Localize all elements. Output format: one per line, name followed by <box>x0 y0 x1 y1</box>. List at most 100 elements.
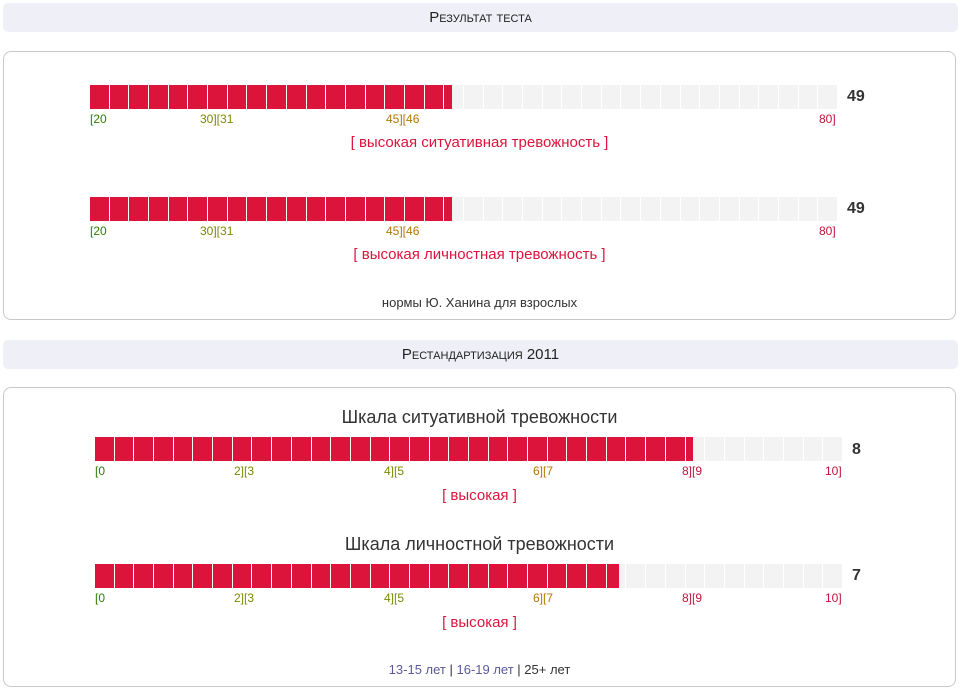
bar-segment-filled <box>345 85 366 109</box>
bar-segment-filled <box>95 437 115 461</box>
bar-segment-partial <box>685 437 694 461</box>
bar-segment-filled <box>409 437 430 461</box>
scale-bar-personal <box>95 564 843 588</box>
bar-segment-filled <box>626 437 647 461</box>
tick-label: 2][3 <box>234 464 255 478</box>
bar-segment-empty <box>759 85 779 109</box>
bar-segment-filled <box>114 564 135 588</box>
bar-segment-filled <box>134 437 155 461</box>
bar-segment-filled <box>331 437 351 461</box>
anxiety-bar-personal <box>90 197 838 221</box>
restandardization-card: Шкала ситуативной тревожности 8 [0 2][3 … <box>3 387 956 687</box>
bar-segment-filled <box>193 564 214 588</box>
bar-segment-filled <box>188 85 209 109</box>
bar-segment-filled <box>227 85 248 109</box>
bar-segment-filled <box>291 437 312 461</box>
bar-segment-empty <box>562 197 583 221</box>
test-result-card: 49 [20 30][31 45][46 80] [ высокая ситуа… <box>3 51 956 320</box>
tick-label: 6][7 <box>533 464 554 478</box>
tick-label: 30][31 <box>200 224 234 238</box>
bar-segment-filled <box>424 197 445 221</box>
bar-segment-filled <box>508 564 529 588</box>
bar-segment-empty <box>646 564 666 588</box>
bar-segment-empty <box>685 564 706 588</box>
bar-segment-filled <box>129 85 150 109</box>
bar-segment-empty <box>680 85 701 109</box>
tick-label: 80] <box>819 224 836 238</box>
tick-label: 80] <box>819 112 836 126</box>
age-group-16-19-link[interactable]: 16-19 лет <box>456 662 514 677</box>
bar-segment-empty <box>626 564 647 588</box>
bar-segment-empty <box>783 564 804 588</box>
bar-segment-empty <box>778 85 799 109</box>
bar-segment-empty <box>818 197 838 221</box>
bar-segment-filled <box>449 564 469 588</box>
bar-segment-filled <box>272 564 292 588</box>
bar-segment-empty <box>744 564 765 588</box>
tick-label: 2][3 <box>234 591 255 605</box>
bar-segment-filled <box>547 437 568 461</box>
bar-segment-filled <box>365 85 386 109</box>
tick-label: [0 <box>95 464 106 478</box>
bar-segment-partial <box>606 564 619 588</box>
bar-segment-empty <box>601 85 622 109</box>
scale-verdict-personal: [ высокая ] <box>442 614 517 631</box>
section-header-restandardization: Рестандартизация 2011 <box>3 340 958 369</box>
bar-segment-filled <box>424 85 445 109</box>
bar-segment-filled <box>247 197 268 221</box>
bar-segment-empty <box>764 564 784 588</box>
bar-segment-filled <box>208 85 228 109</box>
bar-segment-empty <box>744 437 765 461</box>
bar-segment-filled <box>370 564 391 588</box>
bar-segment-filled <box>149 197 169 221</box>
age-separator: | <box>445 662 457 677</box>
bar-segment-filled <box>488 564 509 588</box>
bar-segment-filled <box>129 197 150 221</box>
bar-segment-filled <box>385 197 405 221</box>
tick-label: 10] <box>825 464 842 478</box>
bar-segment-empty <box>503 197 524 221</box>
tick-label: [0 <box>95 591 106 605</box>
bar-segment-filled <box>547 564 568 588</box>
bar-segment-empty <box>823 564 843 588</box>
tick-label: 8][9 <box>682 591 703 605</box>
bar-segment-empty <box>621 85 642 109</box>
bar-segment-empty <box>582 197 602 221</box>
bar-segment-filled <box>665 437 686 461</box>
anxiety-bar-situational <box>90 85 838 109</box>
bar-segment-filled <box>154 564 174 588</box>
bar-segment-filled <box>252 437 273 461</box>
bar-segment-filled <box>350 437 371 461</box>
bar-segment-filled <box>247 85 268 109</box>
bar-segment-filled <box>267 197 287 221</box>
bar-segment-filled <box>404 85 425 109</box>
bar-segment-empty <box>823 437 843 461</box>
scale-verdict-situational: [ высокая ] <box>442 487 517 504</box>
scale-title-situational: Шкала ситуативной тревожности <box>341 407 618 427</box>
bar-segment-empty <box>523 197 543 221</box>
bar-segment-empty <box>523 85 543 109</box>
bar-segment-filled <box>469 437 489 461</box>
bar-segment-filled <box>208 197 228 221</box>
bar-segment-empty <box>464 85 484 109</box>
bar-segment-empty <box>719 85 740 109</box>
age-group-13-15-link[interactable]: 13-15 лет <box>388 662 446 677</box>
bar-segment-empty <box>660 197 681 221</box>
tick-label: 45][46 <box>386 224 420 238</box>
scale-title-personal: Шкала личностной тревожности <box>344 534 615 554</box>
bar-segment-empty <box>601 197 622 221</box>
tick-label: 8][9 <box>682 464 703 478</box>
bar-segment-empty <box>641 197 661 221</box>
tick-label: 45][46 <box>386 112 420 126</box>
bar-segment-filled <box>508 437 529 461</box>
bar-segment-filled <box>227 197 248 221</box>
bar-segment-filled <box>528 437 548 461</box>
bar-segment-empty <box>660 85 681 109</box>
score-situational: 49 <box>847 88 865 105</box>
section-title: Результат теста <box>429 9 532 26</box>
bar-segment-empty <box>798 197 819 221</box>
bar-segment-filled <box>587 564 607 588</box>
bar-segment-empty <box>621 197 642 221</box>
bar-segment-filled <box>350 564 371 588</box>
bar-segment-filled <box>232 564 253 588</box>
